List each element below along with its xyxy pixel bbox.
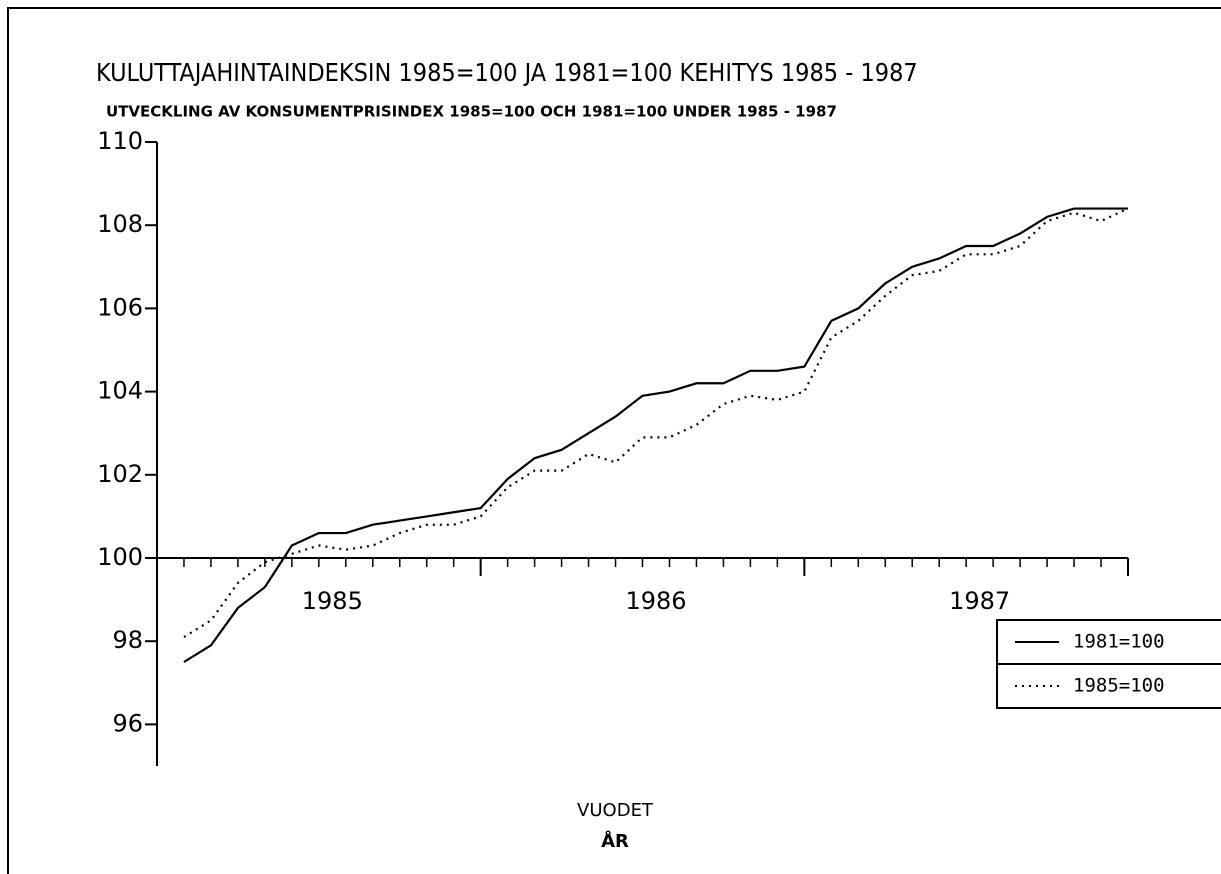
x-tick-label: 1987 [949,587,1010,615]
legend-label: 1981=100 [1073,631,1165,653]
y-tick-label: 98 [112,626,143,654]
y-tick-label: 96 [112,709,143,737]
legend-label: 1985=100 [1073,675,1165,697]
chart-subtitle: UTVECKLING AV KONSUMENTPRISINDEX 1985=10… [106,103,837,121]
series-line [183,207,1128,663]
y-tick-label: 110 [97,127,143,155]
y-tick-label: 100 [97,543,143,571]
y-tick-label: 106 [97,293,143,321]
y-tick-label: 104 [97,377,143,405]
chart-title: KULUTTAJAHINTAINDEKSIN 1985=100 JA 1981=… [96,58,918,87]
x-axis-label-2: ÅR [601,829,629,852]
x-axis-label: VUODET [577,800,654,821]
x-tick-label: 1985 [302,587,363,615]
frame [7,7,1221,874]
y-tick-label: 102 [97,460,143,488]
y-tick-label: 108 [97,210,143,238]
x-tick-label: 1986 [625,587,686,615]
series-line [183,207,1129,638]
